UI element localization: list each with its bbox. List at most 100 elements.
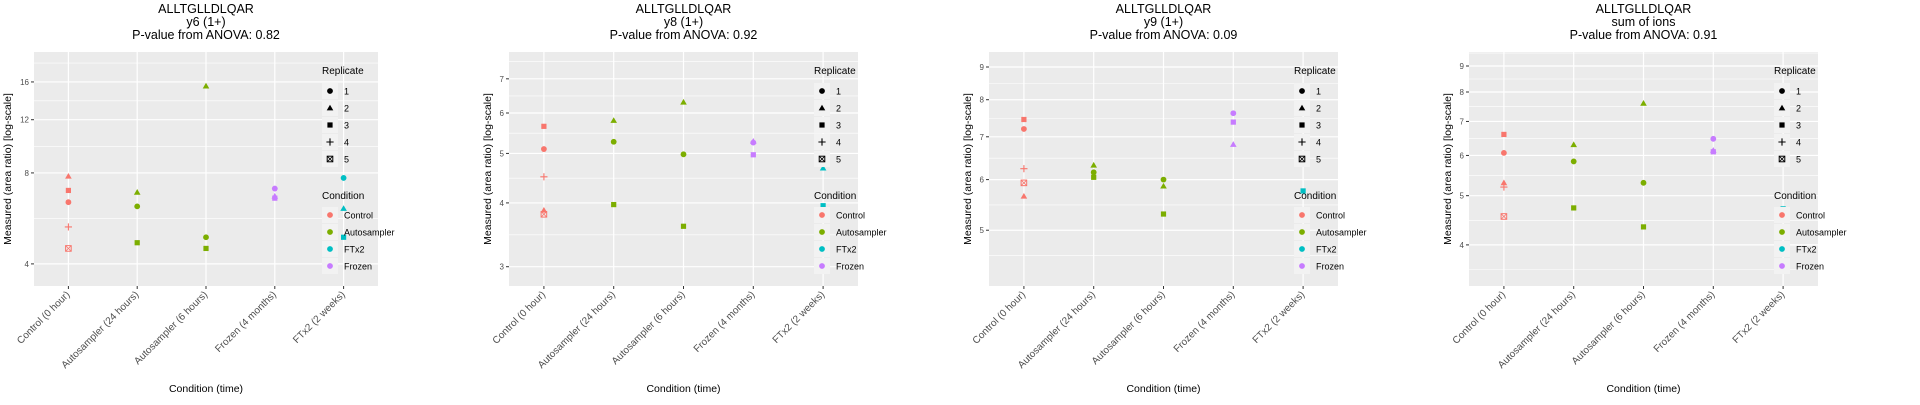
data-point <box>1710 135 1717 142</box>
data-point <box>540 173 548 181</box>
legend-replicate-label: 1 <box>1796 87 1801 97</box>
data-point <box>341 234 347 240</box>
y-tick-label: 9 <box>1460 62 1465 71</box>
legend-replicate-symbol <box>326 138 334 146</box>
legend-replicate-symbol <box>819 88 825 94</box>
legend-replicate-symbol <box>819 122 825 128</box>
y-tick-label: 4 <box>1460 241 1465 250</box>
legend-replicate-label: 2 <box>344 104 349 114</box>
legend-replicate-label: 3 <box>1316 121 1321 131</box>
data-point <box>1501 149 1507 156</box>
legend-condition-label: Control <box>344 211 373 221</box>
chart-title: ALLTGLLDLQAR <box>158 2 254 16</box>
y-tick-label: 5 <box>500 149 505 158</box>
data-point <box>1090 161 1097 168</box>
data-point <box>1640 179 1647 186</box>
legend-replicate-symbol <box>1779 88 1785 94</box>
legend-condition-swatch <box>327 246 333 252</box>
legend-replicate-label: 5 <box>836 155 841 165</box>
legend-replicate-label: 2 <box>836 104 841 114</box>
legend-condition-label: Autosampler <box>1316 228 1367 238</box>
y-tick-label: 8 <box>980 96 985 105</box>
data-point <box>134 240 140 246</box>
legend-replicate-label: 5 <box>1796 155 1801 165</box>
data-point <box>541 146 547 152</box>
chart-panel-y6: ALLTGLLDLQAR y6 (1+) P-value from ANOVA: 0… <box>0 0 480 400</box>
legend-condition-swatch <box>1779 229 1785 235</box>
legend-replicate-label: 4 <box>1316 138 1321 148</box>
data-point <box>65 245 72 252</box>
data-point <box>1090 169 1097 176</box>
data-point <box>203 234 209 241</box>
data-point <box>64 223 72 231</box>
legend-replicate-symbol <box>327 88 333 94</box>
x-tick-label: Control (0 hour) <box>15 289 72 346</box>
x-tick-label: Control (0 hour) <box>971 289 1028 346</box>
legend-replicate-title: Replicate <box>1294 66 1336 77</box>
legend-condition-label: Frozen <box>1316 262 1344 272</box>
chart-panel-y8: ALLTGLLDLQAR y8 (1+) P-value from ANOVA: 0… <box>480 0 960 400</box>
legend-condition-title: Condition <box>1294 191 1336 202</box>
data-points <box>64 82 347 252</box>
chart-subtitle: sum of ions <box>1612 15 1676 29</box>
data-point <box>680 223 687 229</box>
y-tick-label: 7 <box>1460 117 1465 126</box>
chart-subtitle: y9 (1+) <box>1144 15 1183 29</box>
data-point <box>1160 176 1167 183</box>
legend-condition-swatch <box>819 229 825 235</box>
data-point <box>1021 116 1027 123</box>
data-point <box>750 152 756 158</box>
y-tick-label: 16 <box>20 78 29 87</box>
y-tick-label: 9 <box>980 63 985 72</box>
legend-condition-label: Autosampler <box>344 228 395 238</box>
legend-condition-swatch <box>1779 212 1785 218</box>
legend-condition-label: FTx2 <box>344 245 365 255</box>
legend-replicate-title: Replicate <box>1774 66 1816 77</box>
x-axis-title: Condition (time) <box>1606 383 1680 395</box>
legend-replicate-label: 5 <box>1316 155 1321 165</box>
legend-condition-swatch <box>1299 263 1305 269</box>
data-point <box>65 172 72 179</box>
x-tick-label: Control (0 hour) <box>491 289 548 346</box>
data-point <box>680 151 687 158</box>
chart-title: ALLTGLLDLQAR <box>636 2 732 16</box>
legend-replicate-symbol <box>818 104 826 111</box>
legend-replicate-symbol <box>1778 138 1786 146</box>
data-point <box>1500 179 1508 186</box>
legend-condition-title: Condition <box>322 191 364 202</box>
legend-condition-label: Control <box>1796 211 1825 221</box>
legend-replicate-symbol <box>1298 138 1306 146</box>
data-point <box>1160 182 1167 189</box>
legend-replicate-label: 3 <box>1796 121 1801 131</box>
chart-pvalue: P-value from ANOVA: 0.09 <box>1090 28 1238 42</box>
data-point <box>1230 141 1237 147</box>
x-tick-label: Frozen (4 months) <box>1652 289 1718 355</box>
y-tick-label: 5 <box>1460 192 1465 201</box>
data-point <box>1230 110 1237 117</box>
data-point <box>340 205 347 211</box>
legend-replicate-symbol <box>1298 104 1306 111</box>
data-point <box>1501 131 1507 138</box>
data-point <box>819 164 827 171</box>
x-tick-label: FTx2 (2 weeks) <box>1251 289 1308 346</box>
x-tick-label: Autosampler (6 hours) <box>132 289 210 367</box>
legend-replicate-label: 2 <box>1796 104 1801 114</box>
y-tick-label: 4 <box>25 260 30 269</box>
x-tick-label: Autosampler (24 hours) <box>60 289 142 371</box>
legend-condition-label: FTx2 <box>1316 245 1337 255</box>
legend-replicate-symbol <box>1299 122 1305 128</box>
legend-replicate-label: 5 <box>344 155 349 165</box>
legend-replicate-label: 2 <box>1316 104 1321 114</box>
legend-condition-label: Control <box>836 211 865 221</box>
legend-condition-label: FTx2 <box>836 245 857 255</box>
y-tick-label: 6 <box>500 109 505 118</box>
legend-condition-swatch <box>819 212 825 218</box>
data-points <box>1020 110 1307 217</box>
data-point <box>133 189 141 195</box>
data-point <box>272 195 278 201</box>
y-tick-label: 8 <box>1460 88 1465 97</box>
